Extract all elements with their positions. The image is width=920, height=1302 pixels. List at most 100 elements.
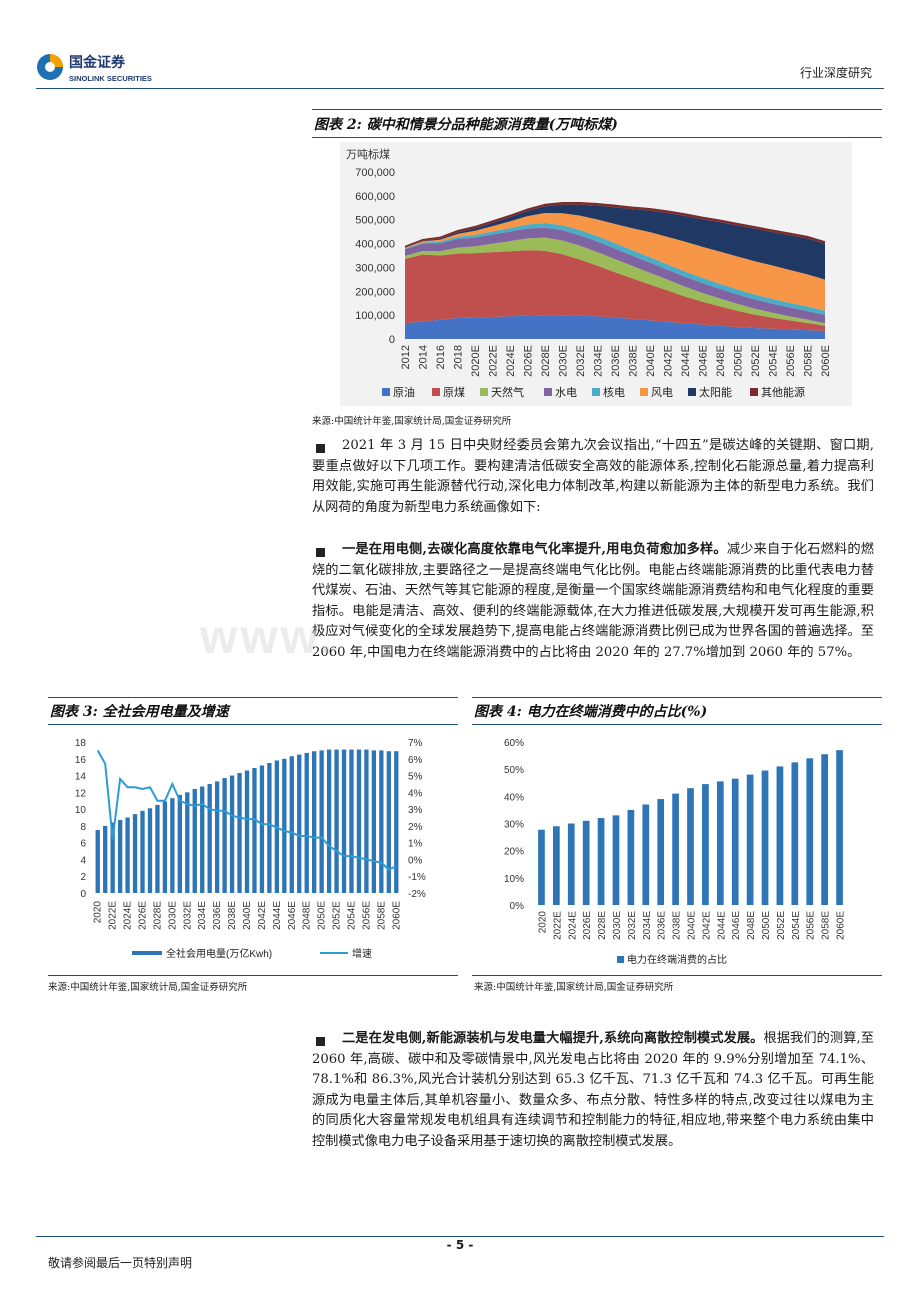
fig3-legend-bar-label: 全社会用电量(万亿Kwh) bbox=[166, 947, 272, 960]
fig4-ytick: 50% bbox=[504, 765, 524, 776]
fig4-bar bbox=[597, 818, 605, 905]
fig3-bar bbox=[319, 750, 324, 893]
fig4-xtick: 2028E bbox=[597, 911, 608, 940]
fig2-legend-swatch bbox=[480, 388, 488, 396]
fig2-xtick: 2050E bbox=[733, 345, 745, 377]
fig2-ytick: 700,000 bbox=[355, 167, 395, 179]
fig4-bar bbox=[731, 778, 739, 905]
fig2-xtick: 2034E bbox=[593, 345, 605, 377]
fig4-bar bbox=[702, 784, 709, 905]
logo-en-text: SINOLINK SECURITIES bbox=[69, 74, 152, 83]
para-3-lead: 二是在发电侧,新能源装机与发电量大幅提升,系统向离散控制模式发展。 bbox=[342, 1031, 764, 1046]
bullet-icon bbox=[316, 548, 325, 557]
fig3-xtick: 2048E bbox=[302, 901, 313, 930]
fig3-ytick-right: -1% bbox=[408, 872, 426, 883]
fig2-top-rule bbox=[312, 109, 882, 110]
fig2-ytick: 500,000 bbox=[355, 215, 395, 227]
fig4-source: 来源:中国统计年鉴,国家统计局,国金证券研究所 bbox=[474, 982, 674, 993]
fig4-xtick: 2020 bbox=[537, 911, 548, 934]
fig3-xtick: 2020 bbox=[93, 901, 104, 924]
fig3-legend-line-label: 增速 bbox=[352, 947, 372, 960]
fig3-ytick-left: 8 bbox=[80, 822, 86, 833]
fig2-xtick: 2040E bbox=[645, 345, 657, 377]
fig3-bar bbox=[147, 808, 153, 893]
fig3-ytick-left: 0 bbox=[80, 889, 86, 900]
fig3-ytick-left: 12 bbox=[75, 788, 87, 799]
fig4-bar bbox=[567, 823, 575, 905]
fig4-xtick: 2048E bbox=[746, 911, 757, 940]
fig2-ytick: 200,000 bbox=[355, 286, 395, 298]
fig3-bar bbox=[192, 788, 197, 893]
fig4-ytick: 40% bbox=[504, 792, 524, 803]
fig3-xtick: 2052E bbox=[332, 901, 343, 930]
fig3-bar bbox=[267, 762, 272, 893]
fig2-area-原煤 bbox=[405, 250, 825, 331]
fig2-xtick: 2044E bbox=[680, 345, 692, 377]
fig4-xtick: 2050E bbox=[761, 911, 772, 940]
fig3-bar bbox=[155, 804, 160, 893]
fig4-bar bbox=[553, 826, 560, 905]
fig3-bar bbox=[394, 751, 399, 893]
fig3-xtick: 2044E bbox=[272, 901, 283, 930]
fig3-bar bbox=[304, 752, 309, 893]
fig3-bar bbox=[379, 750, 384, 893]
fig3-bar bbox=[170, 798, 175, 893]
fig3-xtick: 2024E bbox=[123, 901, 134, 930]
fig4-legend-label: 电力在终端消费的占比 bbox=[627, 953, 727, 966]
fig4-xtick: 2060E bbox=[836, 911, 847, 940]
fig3-bar bbox=[282, 758, 287, 893]
fig3-title-rule bbox=[48, 724, 458, 725]
fig3-xtick: 2026E bbox=[138, 901, 149, 930]
fig2-ytick: 600,000 bbox=[355, 191, 395, 203]
para-1: 2021 年 3 月 15 日中央财经委员会第九次会议指出,“十四五”是碳达峰的… bbox=[312, 438, 874, 515]
fig2-xtick: 2054E bbox=[768, 345, 780, 377]
fig2-legend-swatch bbox=[640, 388, 648, 396]
fig3-ytick-right: 2% bbox=[408, 822, 423, 833]
fig3-xtick: 2030E bbox=[167, 901, 178, 930]
fig2-xtick: 2020E bbox=[470, 345, 482, 377]
fig4-bar bbox=[687, 788, 694, 905]
fig3-ytick-left: 10 bbox=[75, 805, 87, 816]
fig3-bar bbox=[222, 778, 227, 893]
fig3-bar bbox=[229, 775, 235, 893]
fig4-ytick: 30% bbox=[504, 820, 524, 831]
fig4-xtick: 2032E bbox=[627, 911, 638, 940]
fig2-xtick: 2032E bbox=[575, 345, 587, 377]
para-3: 二是在发电侧,新能源装机与发电量大幅提升,系统向离散控制模式发展。根据我们的测算… bbox=[312, 1029, 874, 1153]
fig4-xtick: 2026E bbox=[582, 911, 593, 940]
fig2-xtick: 2028E bbox=[540, 345, 552, 377]
fig2-legend-swatch bbox=[592, 388, 600, 396]
fig3-title: 图表 3: 全社会用电量及增速 bbox=[50, 704, 229, 720]
fig3-ytick-left: 16 bbox=[75, 755, 87, 766]
fig3-bar bbox=[364, 749, 369, 893]
footer-disclaimer: 敬请参阅最后一页特别声明 bbox=[48, 1256, 193, 1270]
fig3-ytick-left: 14 bbox=[75, 772, 87, 783]
fig2-xtick: 2038E bbox=[628, 345, 640, 377]
fig4-title-rule bbox=[472, 724, 882, 725]
fig2-legend-swatch bbox=[382, 388, 390, 396]
fig4-bar bbox=[642, 804, 650, 905]
fig2-legend-label: 水电 bbox=[555, 386, 577, 399]
fig3-bar bbox=[334, 749, 339, 893]
fig2-legend-label: 太阳能 bbox=[699, 385, 732, 399]
fig4-bar bbox=[538, 829, 545, 905]
fig3-ytick-right: 6% bbox=[408, 755, 423, 766]
fig3-bar bbox=[125, 817, 130, 893]
fig4-bar bbox=[612, 815, 620, 905]
fig4-xtick: 2044E bbox=[716, 911, 727, 940]
fig3-bar bbox=[132, 814, 138, 893]
fig4-xtick: 2036E bbox=[657, 911, 668, 940]
fig2-xtick: 2042E bbox=[663, 345, 675, 377]
fig2-legend-swatch bbox=[750, 388, 758, 396]
fig3-xtick: 2032E bbox=[182, 901, 193, 930]
fig2-area-原油 bbox=[405, 315, 825, 339]
fig2-xtick: 2058E bbox=[803, 345, 815, 377]
para-3-body: 根据我们的测算,至 2060 年,高碳、碳中和及零碳情景中,风光发电占比将由 2… bbox=[312, 1031, 874, 1149]
fig2-legend-label: 其他能源 bbox=[761, 385, 805, 399]
fig3-ytick-left: 18 bbox=[75, 738, 87, 749]
fig2-ytick: 0 bbox=[389, 334, 395, 346]
fig2-xtick: 2048E bbox=[715, 345, 727, 377]
fig4-bar bbox=[657, 799, 665, 905]
fig4-bar bbox=[582, 820, 590, 905]
fig4-xtick: 2056E bbox=[806, 911, 817, 940]
